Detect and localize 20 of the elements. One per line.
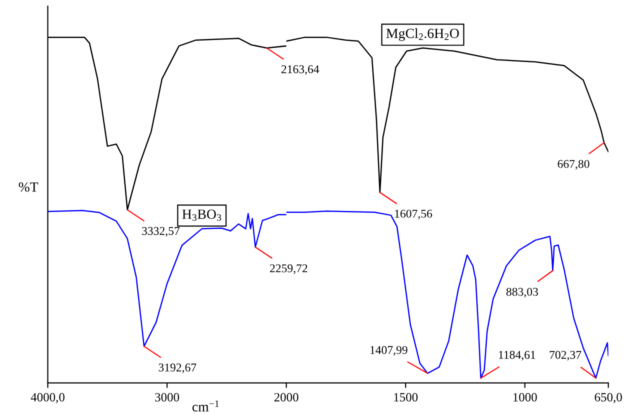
annotation: 883,03 — [506, 288, 538, 298]
annotation: 2259,72 — [270, 264, 308, 274]
annotation: 667,80 — [558, 160, 590, 170]
annotation: 1184,61 — [499, 350, 536, 361]
x-tick-label: 1000 — [513, 393, 537, 402]
y-axis-title: %T — [18, 182, 38, 192]
x-tick-label: 4000,0 — [30, 393, 64, 404]
series-label: H$_{3}$BO$_{3}$ — [182, 210, 222, 221]
annotation: 2163,64 — [281, 65, 320, 75]
annotation: 3332,57 — [142, 227, 180, 237]
series-label: MgCl$_{2}$.6H$_{2}$O — [386, 28, 459, 41]
annotation: 3192,67 — [158, 364, 196, 374]
annotation: 1607,56 — [395, 210, 432, 220]
x-tick-label: 3000 — [155, 393, 180, 402]
annotation: 702,37 — [550, 350, 582, 361]
annotation: 1407,99 — [370, 346, 408, 356]
x-tick-label: 1500 — [394, 393, 418, 402]
x-tick-label: 2000 — [274, 393, 298, 402]
x-axis-title: cm$^{−1}$ — [192, 400, 219, 412]
x-tick-label: 650,0 — [594, 393, 622, 404]
